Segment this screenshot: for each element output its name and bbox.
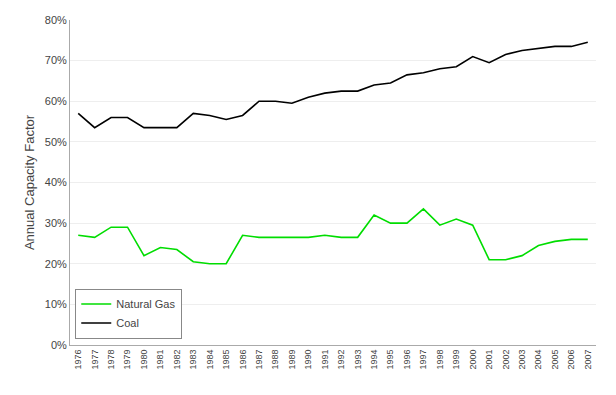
svg-text:2007: 2007 [583,350,593,370]
svg-text:1979: 1979 [122,350,132,370]
svg-text:1997: 1997 [418,350,428,370]
svg-text:1991: 1991 [320,350,330,370]
svg-text:1987: 1987 [254,350,264,370]
svg-text:1978: 1978 [106,350,116,370]
svg-text:2006: 2006 [566,350,576,370]
svg-text:1984: 1984 [205,350,215,370]
svg-text:1982: 1982 [172,350,182,370]
svg-text:0%: 0% [51,339,67,351]
svg-text:Annual Capacity Factor: Annual Capacity Factor [22,114,37,250]
svg-text:30%: 30% [45,217,67,229]
svg-text:1990: 1990 [303,350,313,370]
svg-text:20%: 20% [45,258,67,270]
svg-text:1985: 1985 [221,350,231,370]
svg-text:Natural Gas: Natural Gas [116,298,175,310]
svg-text:70%: 70% [45,54,67,66]
svg-text:1993: 1993 [353,350,363,370]
svg-text:1986: 1986 [238,350,248,370]
svg-text:50%: 50% [45,136,67,148]
svg-text:40%: 40% [45,176,67,188]
svg-text:2004: 2004 [533,350,543,370]
svg-text:2005: 2005 [550,350,560,370]
svg-text:1994: 1994 [369,350,379,370]
svg-text:Coal: Coal [116,317,139,329]
svg-text:2000: 2000 [468,350,478,370]
svg-text:1995: 1995 [385,350,395,370]
svg-text:1977: 1977 [90,350,100,370]
svg-text:1998: 1998 [435,350,445,370]
svg-text:1976: 1976 [73,350,83,370]
svg-text:1980: 1980 [139,350,149,370]
svg-text:1999: 1999 [451,350,461,370]
svg-text:1989: 1989 [287,350,297,370]
svg-text:1983: 1983 [188,350,198,370]
svg-text:2003: 2003 [517,350,527,370]
svg-text:1988: 1988 [270,350,280,370]
svg-text:10%: 10% [45,298,67,310]
svg-text:1996: 1996 [402,350,412,370]
svg-text:80%: 80% [45,14,67,26]
svg-text:60%: 60% [45,95,67,107]
svg-text:1981: 1981 [155,350,165,370]
svg-text:1992: 1992 [336,350,346,370]
svg-text:2001: 2001 [484,350,494,370]
svg-text:2002: 2002 [501,350,511,370]
